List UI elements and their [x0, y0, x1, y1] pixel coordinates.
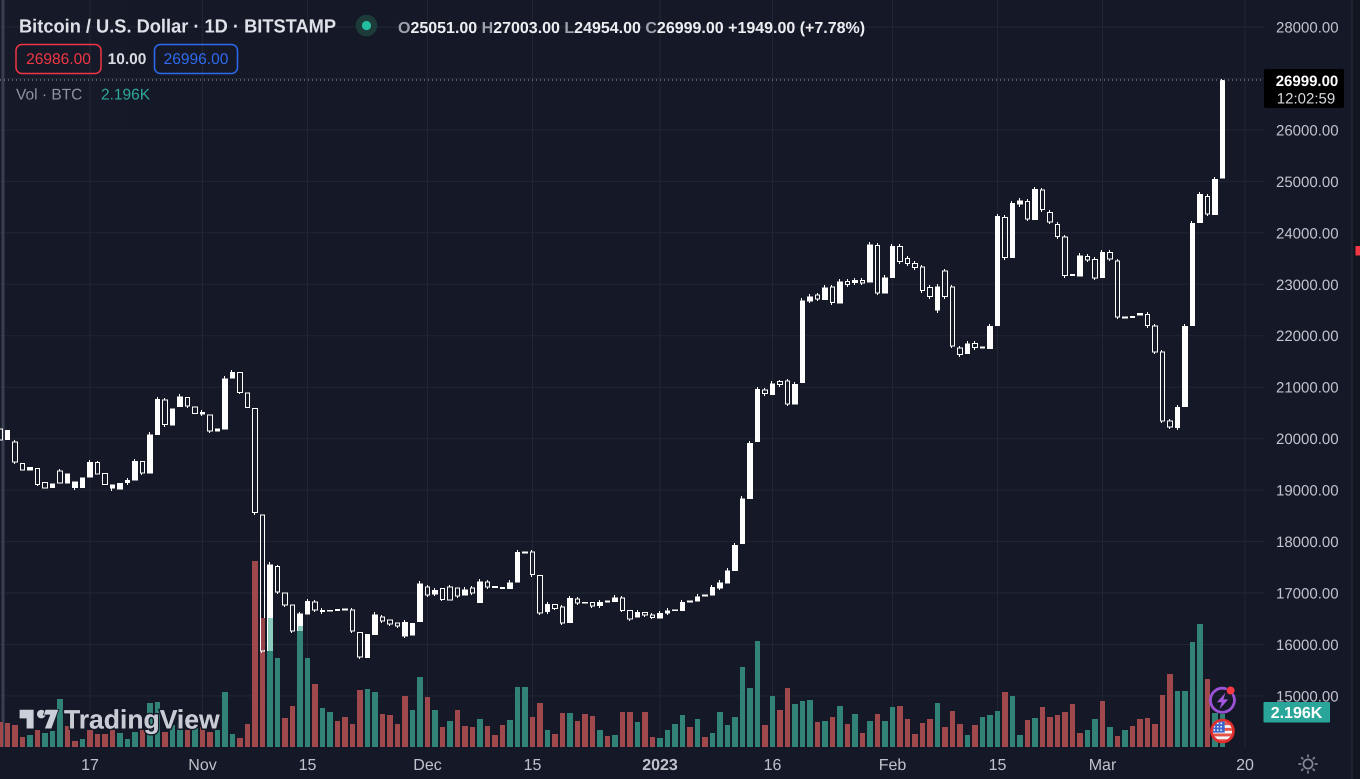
svg-text:2.196K: 2.196K [101, 87, 151, 104]
svg-text:25000.00: 25000.00 [1276, 174, 1339, 191]
svg-text:Nov: Nov [188, 757, 216, 774]
svg-text:26000.00: 26000.00 [1276, 122, 1339, 139]
svg-text:26999.00: 26999.00 [1276, 73, 1339, 90]
svg-text:20: 20 [1236, 757, 1254, 774]
svg-text:2023: 2023 [642, 757, 678, 774]
svg-text:Feb: Feb [879, 757, 907, 774]
svg-text:19000.00: 19000.00 [1276, 483, 1339, 500]
svg-text:15000.00: 15000.00 [1276, 688, 1339, 705]
svg-text:21000.00: 21000.00 [1276, 380, 1339, 397]
svg-text:26996.00: 26996.00 [164, 51, 229, 68]
svg-text:15: 15 [299, 757, 317, 774]
svg-text:TradingView: TradingView [64, 705, 220, 735]
svg-text:26986.00: 26986.00 [26, 51, 91, 68]
svg-text:10.00: 10.00 [108, 51, 147, 68]
svg-text:15: 15 [524, 757, 542, 774]
svg-text:28000.00: 28000.00 [1276, 20, 1339, 37]
svg-text:O25051.00 H27003.00 L24954.00: O25051.00 H27003.00 L24954.00 C26999.00 … [398, 20, 865, 37]
svg-text:16: 16 [764, 757, 782, 774]
svg-text:24000.00: 24000.00 [1276, 225, 1339, 242]
svg-text:2.196K: 2.196K [1271, 705, 1323, 722]
svg-text:18000.00: 18000.00 [1276, 534, 1339, 551]
svg-text:Vol · BTC: Vol · BTC [16, 87, 82, 104]
svg-text:17: 17 [81, 757, 99, 774]
svg-text:22000.00: 22000.00 [1276, 328, 1339, 345]
svg-text:TradingView: TradingView [64, 705, 220, 735]
svg-text:Bitcoin / U.S. Dollar · 1D · B: Bitcoin / U.S. Dollar · 1D · BITSTAMP [19, 17, 336, 38]
svg-text:Mar: Mar [1089, 757, 1117, 774]
svg-text:20000.00: 20000.00 [1276, 431, 1339, 448]
svg-text:15: 15 [989, 757, 1007, 774]
svg-text:Dec: Dec [413, 757, 441, 774]
svg-text:23000.00: 23000.00 [1276, 277, 1339, 294]
svg-text:12:02:59: 12:02:59 [1277, 91, 1335, 108]
svg-text:16000.00: 16000.00 [1276, 637, 1339, 654]
svg-text:17000.00: 17000.00 [1276, 586, 1339, 603]
